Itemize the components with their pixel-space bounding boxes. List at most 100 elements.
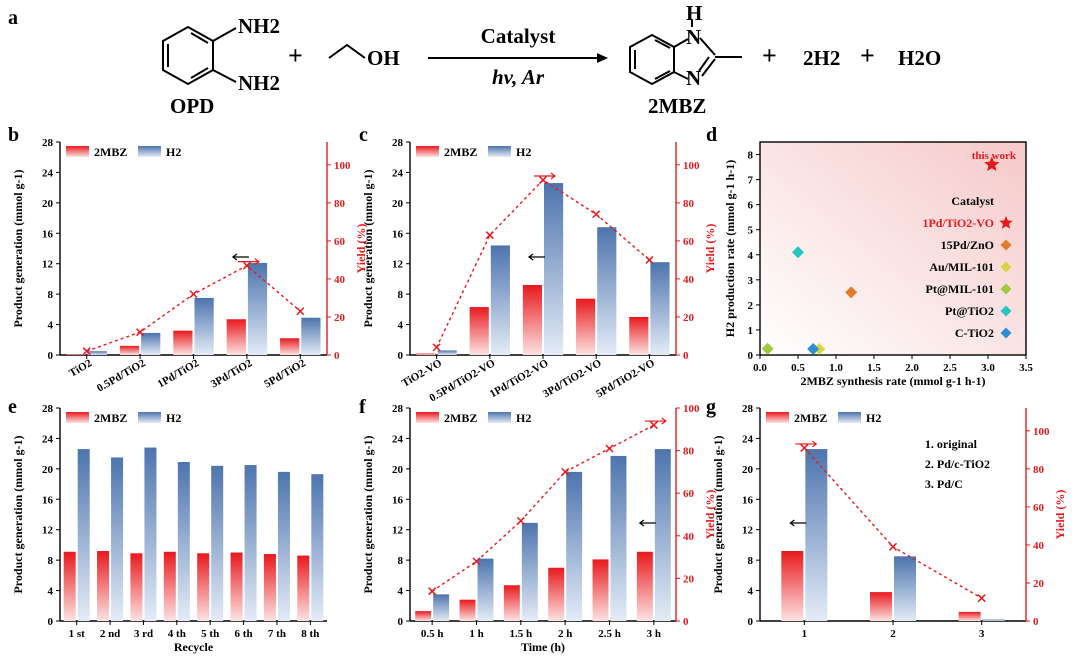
bar-h2-1 bbox=[805, 449, 828, 621]
y-tick-label: 0 bbox=[48, 616, 54, 628]
y2-tick-label: 0 bbox=[1033, 616, 1039, 628]
y-tick-label: 24 bbox=[392, 433, 404, 445]
y-tick-label: 8 bbox=[748, 555, 754, 567]
y-tick-label: 4 bbox=[398, 586, 404, 598]
bar-2mbz-2 bbox=[870, 592, 892, 621]
chart-e: 0 4 8 12 16 20 24 28 Product generation (mmol g-… bbox=[11, 403, 327, 654]
x-tick-label: 3.5 bbox=[1019, 362, 1033, 374]
legend-label-c-tio2: C-TiO2 bbox=[955, 326, 994, 340]
panel-label-g: g bbox=[706, 396, 716, 418]
bar-2mbz-1 bbox=[781, 551, 804, 621]
legend-swatch-2mbz bbox=[416, 412, 439, 423]
arrow-to-yield-axis bbox=[534, 172, 556, 180]
y2-tick-label: 100 bbox=[683, 403, 700, 415]
x-tick-label-5-th: 5 th bbox=[201, 628, 219, 640]
x-tick-label-4-th: 4 th bbox=[168, 628, 186, 640]
x-tick-label-6-th: 6 th bbox=[235, 628, 253, 640]
bar-2mbz-4-th bbox=[163, 551, 176, 621]
y-tick-label: 20 bbox=[42, 464, 54, 476]
y2-tick-label: 40 bbox=[1033, 540, 1045, 552]
y-tick-label: 28 bbox=[742, 403, 754, 415]
yield-line bbox=[86, 264, 301, 352]
y-tick-label: 6 bbox=[748, 200, 754, 212]
bar-2mbz-1-h bbox=[459, 599, 476, 621]
bar-h2-0-5pd-tio2-vo bbox=[490, 245, 510, 355]
plus-3: + bbox=[860, 41, 875, 70]
y-tick-label: 16 bbox=[392, 494, 404, 506]
y-tick-label: 5 bbox=[748, 225, 754, 237]
y-tick-label: 8 bbox=[748, 150, 754, 162]
bar-2mbz-6-th bbox=[230, 552, 243, 621]
bar-h2-7-th bbox=[277, 471, 290, 621]
chart-f: 0 4 8 12 16 20 24 28 Product generation (mmol g-… bbox=[361, 403, 717, 654]
legend-marker-pt-mil-101 bbox=[1000, 283, 1012, 295]
x-axis-label: 2MBZ synthesis rate (mmol g-1 h-1) bbox=[801, 374, 986, 388]
x-tick-label-1-h: 1 h bbox=[469, 628, 483, 640]
legend-swatch-h2 bbox=[138, 146, 161, 157]
y-tick-label: 28 bbox=[42, 137, 54, 149]
x-tick-label-1-st: 1 st bbox=[69, 628, 86, 640]
plot-area bbox=[759, 141, 1027, 356]
x-tick-label-tio2: TiO2 bbox=[67, 357, 94, 380]
y2-axis-label: Yield (%) bbox=[703, 490, 717, 540]
y-tick-label: 20 bbox=[42, 198, 54, 210]
panel-label-d: d bbox=[706, 124, 717, 146]
y-tick-label: 12 bbox=[392, 525, 404, 537]
yield-point-5pd-tio2-vo bbox=[645, 255, 654, 264]
y-tick-label: 24 bbox=[42, 167, 54, 179]
yield-point-1pd-tio2-vo bbox=[538, 176, 548, 185]
y2-tick-label: 40 bbox=[334, 274, 346, 286]
bar-2mbz-3pd-tio2-vo bbox=[576, 298, 596, 355]
y2-tick-label: 60 bbox=[1033, 502, 1045, 514]
plus-1: + bbox=[288, 41, 303, 70]
y-tick-label: 4 bbox=[748, 586, 754, 598]
y-tick-label: 8 bbox=[398, 555, 404, 567]
x-tick-label-2-5-h: 2.5 h bbox=[598, 628, 621, 640]
x-tick-label-3-h: 3 h bbox=[647, 628, 661, 640]
legend-label-h2: H2 bbox=[516, 145, 531, 159]
yield-point-0-5pd-tio2-vo bbox=[485, 231, 494, 240]
legend-swatch-h2 bbox=[488, 146, 511, 157]
x-tick-label-7-th: 7 th bbox=[268, 628, 286, 640]
bar-h2-8-th bbox=[311, 474, 324, 621]
panel-label-b: b bbox=[8, 124, 19, 146]
bar-h2-1-5-h bbox=[521, 522, 538, 621]
chart-b: 0 4 8 12 16 20 24 28 Product generation (mmol g-… bbox=[11, 137, 368, 395]
legend-marker-pt-tio2 bbox=[1000, 305, 1012, 317]
yield-point-1pd-tio2 bbox=[189, 290, 198, 299]
y-tick-label: 24 bbox=[742, 433, 754, 445]
plus-2: + bbox=[762, 41, 777, 70]
bar-2mbz-3-h bbox=[636, 551, 653, 621]
legend-title: Catalyst bbox=[951, 194, 994, 208]
x-tick-label-1pd-tio2-vo: 1Pd/TiO2-VO bbox=[488, 357, 551, 400]
bar-h2-3 bbox=[982, 619, 1005, 621]
y-tick-label: 28 bbox=[392, 403, 404, 415]
bar-2mbz-2-5-h bbox=[592, 559, 609, 621]
x-tick-label-1: 1 bbox=[802, 628, 808, 640]
y-tick-label: 0 bbox=[48, 350, 54, 362]
y2-tick-label: 60 bbox=[334, 236, 346, 248]
y-tick-label: 12 bbox=[42, 259, 54, 271]
bar-h2-2 bbox=[894, 556, 916, 621]
legend-label-1pd-tio2-vo: 1Pd/TiO2-VO bbox=[922, 216, 994, 230]
y2-tick-label: 60 bbox=[683, 488, 695, 500]
yield-point-0-5pd-tio2 bbox=[136, 328, 145, 337]
x-tick-label: 2.5 bbox=[943, 362, 957, 374]
bar-h2-1pd-tio2 bbox=[194, 297, 214, 355]
note-1: 1. original bbox=[925, 437, 978, 451]
bar-2mbz-8-th bbox=[297, 555, 310, 621]
x-tick-label: 0.5 bbox=[791, 362, 805, 374]
y-tick-label: 8 bbox=[398, 289, 404, 301]
bar-h2-3-h bbox=[654, 449, 671, 621]
y-axis-label: H2 production rate (mmol g-1 h-1) bbox=[723, 160, 737, 337]
bar-h2-tio2-vo bbox=[437, 350, 457, 355]
y2-tick-label: 40 bbox=[683, 274, 695, 286]
arrow-to-yield-axis bbox=[644, 417, 667, 425]
legend-label-2mbz: 2MBZ bbox=[94, 411, 127, 425]
legend-swatch-2mbz bbox=[766, 412, 789, 423]
y2-tick-label: 0 bbox=[683, 616, 689, 628]
ethanol-oh: OH bbox=[367, 46, 400, 70]
yield-point-tio2-vo bbox=[432, 343, 441, 352]
y-tick-label: 1 bbox=[748, 325, 754, 337]
